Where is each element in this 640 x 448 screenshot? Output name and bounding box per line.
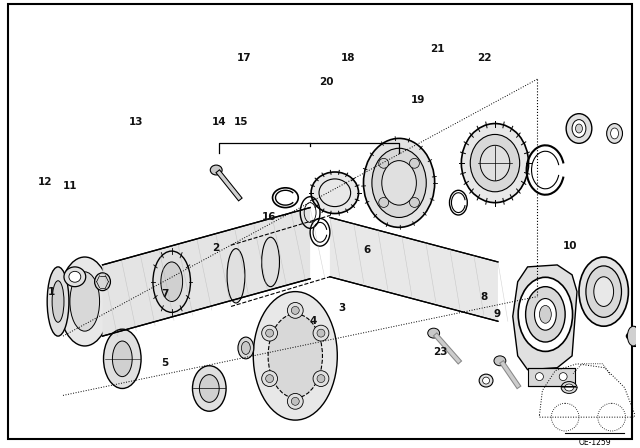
Text: 1: 1 [47, 287, 55, 297]
Ellipse shape [564, 384, 573, 391]
Ellipse shape [479, 374, 493, 387]
Text: 18: 18 [341, 52, 356, 63]
Polygon shape [513, 265, 577, 370]
Text: 13: 13 [129, 117, 144, 127]
Text: 20: 20 [319, 77, 333, 87]
Bar [634, 326, 640, 346]
Circle shape [313, 370, 329, 387]
Bar [527, 368, 575, 386]
Ellipse shape [579, 257, 628, 326]
Text: 19: 19 [411, 95, 425, 105]
Text: 14: 14 [211, 117, 226, 127]
Ellipse shape [211, 165, 222, 175]
Ellipse shape [113, 341, 132, 377]
Circle shape [266, 329, 273, 337]
Ellipse shape [461, 124, 529, 202]
FancyBboxPatch shape [8, 4, 632, 439]
Ellipse shape [153, 251, 191, 312]
Circle shape [262, 325, 278, 341]
Text: 7: 7 [161, 289, 169, 300]
Ellipse shape [104, 329, 141, 388]
Circle shape [559, 373, 567, 380]
Ellipse shape [566, 114, 592, 143]
Ellipse shape [311, 172, 358, 214]
Ellipse shape [227, 249, 245, 303]
Circle shape [266, 375, 273, 383]
Ellipse shape [572, 120, 586, 138]
Ellipse shape [268, 314, 323, 398]
Circle shape [287, 302, 303, 318]
Ellipse shape [372, 148, 426, 217]
Circle shape [317, 329, 325, 337]
Text: 10: 10 [563, 241, 577, 251]
Text: 8: 8 [481, 292, 488, 302]
Ellipse shape [193, 366, 226, 411]
Circle shape [287, 393, 303, 409]
Circle shape [262, 370, 278, 387]
Text: 11: 11 [63, 181, 77, 191]
Text: 16: 16 [262, 212, 276, 222]
Ellipse shape [627, 329, 640, 343]
Ellipse shape [262, 237, 280, 287]
Ellipse shape [534, 298, 556, 330]
Circle shape [410, 198, 419, 207]
Ellipse shape [382, 161, 417, 205]
Text: 6: 6 [364, 245, 371, 255]
Text: 17: 17 [237, 52, 252, 63]
Ellipse shape [364, 138, 435, 227]
Ellipse shape [494, 356, 506, 366]
Ellipse shape [241, 341, 250, 354]
Ellipse shape [627, 326, 639, 346]
Ellipse shape [47, 267, 69, 336]
Ellipse shape [52, 281, 64, 322]
Circle shape [410, 158, 419, 168]
Circle shape [536, 373, 543, 380]
Ellipse shape [540, 306, 551, 323]
Text: 3: 3 [339, 303, 346, 313]
Text: 5: 5 [161, 358, 168, 368]
Ellipse shape [518, 277, 573, 351]
Text: OE-1259: OE-1259 [579, 438, 611, 447]
Text: 12: 12 [38, 177, 52, 186]
Circle shape [291, 306, 300, 314]
Ellipse shape [480, 145, 510, 181]
Text: 22: 22 [477, 52, 492, 63]
Ellipse shape [611, 128, 618, 139]
Polygon shape [102, 207, 310, 336]
Text: 15: 15 [234, 117, 248, 127]
Ellipse shape [238, 337, 254, 359]
Ellipse shape [607, 124, 623, 143]
Ellipse shape [95, 273, 111, 291]
Circle shape [379, 198, 388, 207]
Ellipse shape [200, 375, 219, 402]
Text: 2: 2 [212, 243, 220, 253]
Ellipse shape [428, 328, 440, 338]
Ellipse shape [59, 257, 111, 346]
Ellipse shape [575, 124, 582, 133]
Text: 23: 23 [433, 347, 447, 357]
Circle shape [379, 158, 388, 168]
Polygon shape [330, 217, 498, 321]
Ellipse shape [483, 377, 490, 384]
Text: 4: 4 [310, 316, 317, 326]
Ellipse shape [586, 266, 621, 317]
Text: 21: 21 [430, 44, 444, 54]
Circle shape [313, 325, 329, 341]
Ellipse shape [69, 271, 81, 282]
Ellipse shape [561, 382, 577, 393]
Ellipse shape [525, 287, 565, 342]
Circle shape [317, 375, 325, 383]
Circle shape [291, 397, 300, 405]
Ellipse shape [64, 267, 86, 287]
Text: 9: 9 [493, 310, 500, 319]
Ellipse shape [70, 272, 100, 331]
Ellipse shape [594, 277, 614, 306]
Ellipse shape [253, 292, 337, 420]
Ellipse shape [470, 134, 520, 192]
Ellipse shape [161, 262, 182, 302]
